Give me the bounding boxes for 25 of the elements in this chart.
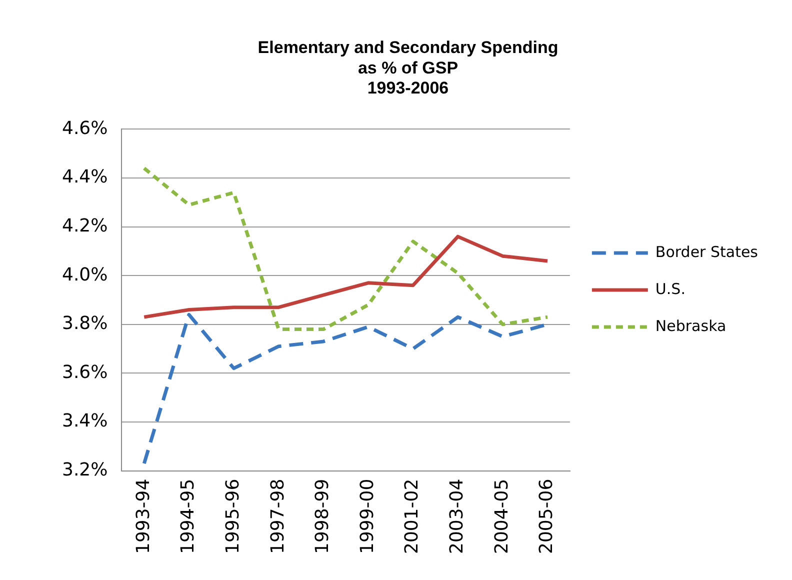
x-tick-label: 1999-00 [356,478,378,554]
x-tick-label: 1993-94 [132,478,154,554]
x-tick-label: 1995-96 [222,478,244,554]
y-tick-label: 4.6% [62,118,108,139]
legend-label: Border States [655,242,758,261]
x-tick-label: 1998-99 [312,478,334,554]
y-tick-label: 3.2% [62,459,108,480]
x-tick-label: 1994-95 [178,478,199,554]
y-tick-label: 4.2% [62,215,108,236]
legend-label: Nebraska [655,316,726,335]
y-tick-label: 3.6% [62,362,108,383]
legend-label: U.S. [655,280,686,298]
y-tick-label: 4.4% [62,166,108,188]
x-tick-label: 2004-05 [491,478,512,554]
y-tick-label: 4.0% [62,264,108,286]
x-tick-label: 2005-06 [536,478,558,554]
line-series [142,166,550,332]
text: 1993-2006 [367,78,449,98]
x-tick-label: 2003-04 [446,478,468,554]
text: as % of GSP [358,58,458,78]
x-tick-label: 1997-98 [267,478,288,554]
text: Elementary and Secondary Spending [258,38,558,57]
y-tick-label: 3.4% [62,410,108,432]
x-tick-label: 2001-02 [402,478,423,554]
y-tick-label: 3.8% [62,313,108,334]
